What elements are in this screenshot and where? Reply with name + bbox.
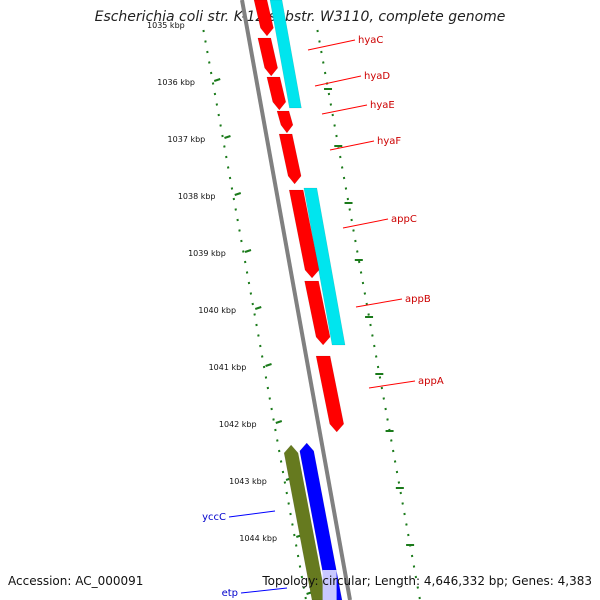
outer-tick-track-left [202,29,313,600]
gene-label-hyaC: hyaC [358,35,383,46]
tick-label: 1036 kbp [157,78,195,87]
major-tick [265,363,272,367]
tick-label: 1035 kbp [147,21,185,30]
cds-hyaC [257,37,278,77]
gene-label-yccC: yccC [202,512,226,523]
gene-label-appB: appB [405,294,431,305]
cds-hyaD [266,76,287,111]
genome-stats: Topology: circular; Length: 4,646,332 bp… [262,574,592,588]
kbp-tick-labels: 1035 kbp 1036 kbp 1037 kbp 1038 kbp 1039 kbp… [147,21,277,543]
cds-hyaE [276,110,294,134]
cds-yccC [299,442,343,600]
feature-tracks [253,0,346,600]
cds-hyaF [278,133,302,185]
tick-label: 1042 kbp [219,420,257,429]
feature-labels: hyaC hyaD hyaE hyaF appC appB appA yccC etp [202,35,444,599]
label-leader [307,39,356,51]
outer-tick-track-right [316,29,421,600]
major-tick [224,135,231,139]
tick-label: 1037 kbp [168,135,206,144]
cds-appA [315,355,345,433]
label-leader [240,587,288,594]
cds-hyaB [253,0,274,37]
tick-label: 1041 kbp [209,363,247,372]
gene-label-hyaE: hyaE [370,100,395,111]
label-leader [329,140,375,151]
major-tick [275,420,283,424]
gene-label-hyaD: hyaD [364,71,390,82]
major-tick [213,78,221,82]
cds-appB [304,280,331,346]
cds-etp [322,570,337,600]
cyan-feature [269,0,302,109]
tick-label: 1044 kbp [239,534,277,543]
tick-label: 1039 kbp [188,249,226,258]
label-leader [228,510,276,518]
cds-appC [288,189,320,279]
map-title: Escherichia coli str. K-12 substr. W3110… [94,9,506,25]
gene-label-appA: appA [418,376,444,387]
major-tick [234,192,242,196]
label-leader [342,218,389,229]
label-leader [321,104,368,115]
gene-label-appC: appC [391,214,417,225]
cyan-feature [303,187,346,346]
gene-label-etp: etp [222,588,238,599]
tick-label: 1040 kbp [198,306,236,315]
label-leader [314,75,362,87]
major-tick [254,306,262,310]
gene-label-hyaF: hyaF [377,136,401,147]
label-leader [368,380,416,389]
major-tick [244,249,252,253]
genome-backbone [240,0,352,600]
tick-label: 1043 kbp [229,477,267,486]
backbone-line [240,0,352,600]
cds-yccC-green [283,444,327,600]
label-leader [355,298,403,308]
tick-label: 1038 kbp [178,192,216,201]
accession-label: Accession: AC_000091 [8,574,144,588]
